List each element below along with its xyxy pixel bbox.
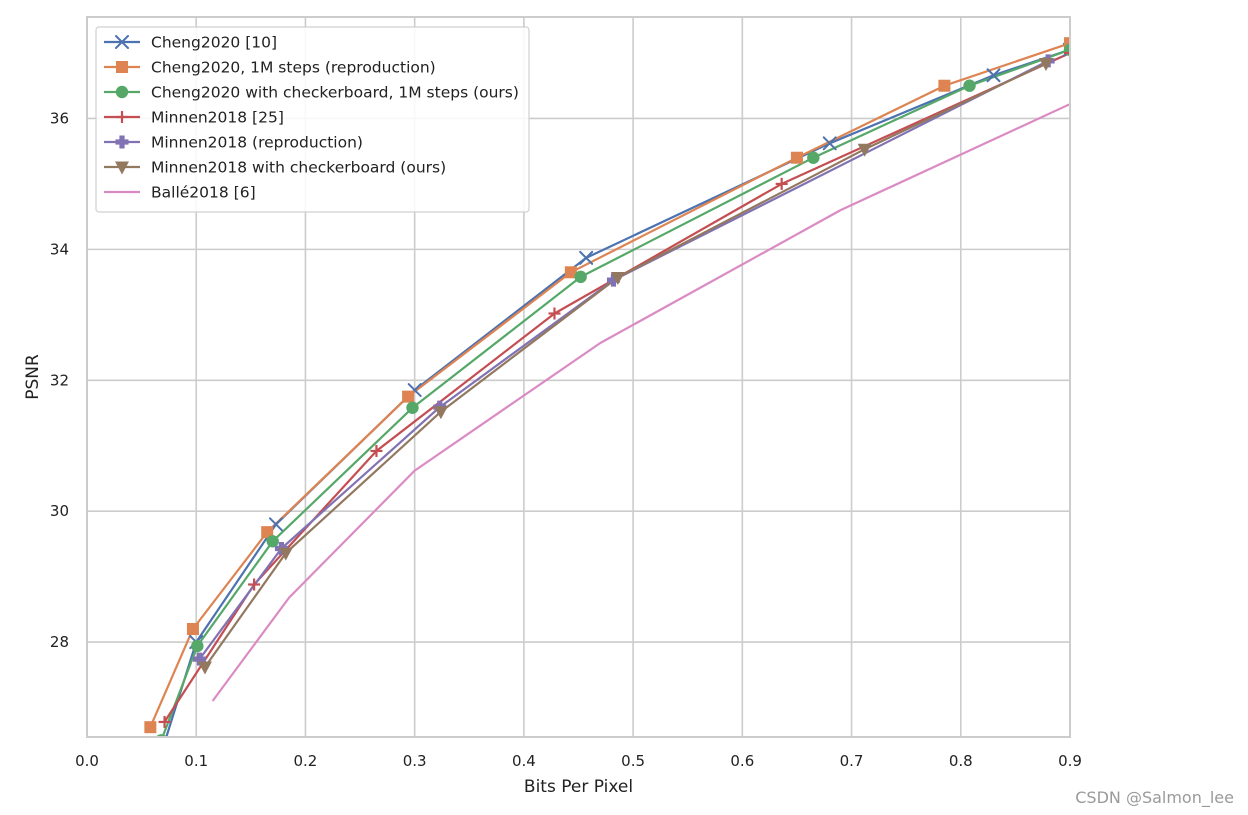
x-tick-label: 0.1 (184, 752, 208, 770)
data-point-cheng2020-1m-steps-reproduction (1064, 37, 1070, 50)
data-point-cheng2020-1m-steps-reproduction (261, 526, 274, 539)
data-point-cheng2020-10 (986, 68, 1001, 83)
y-tick-labels: 28 30 32 34 36 (50, 109, 69, 651)
y-tick-label: 28 (50, 633, 69, 651)
data-point-cheng2020-with-checkerboard-1m-steps-ours (574, 270, 587, 284)
data-point-cheng2020-1m-steps-reproduction (144, 721, 157, 734)
legend-label: Minnen2018 [25] (151, 109, 284, 127)
series-line-minnen2018-25 (163, 51, 1070, 723)
watermark: CSDN @Salmon_lee (1075, 788, 1234, 807)
plot-lines (149, 42, 1070, 737)
data-point-minnen2018-with-checkerboard-ours (857, 143, 872, 157)
data-point-minnen2018-with-checkerboard-ours (433, 406, 448, 420)
data-point-cheng2020-with-checkerboard-1m-steps-ours (156, 734, 167, 737)
legend-swatch-marker (115, 135, 129, 149)
data-point-minnen2018-reproduction (192, 652, 206, 666)
x-axis-title: Bits Per Pixel (524, 777, 633, 797)
legend-label: Cheng2020 with checkerboard, 1M steps (o… (151, 84, 519, 102)
data-point-cheng2020-10 (579, 250, 594, 265)
legend: Cheng2020 [10] Cheng2020, 1M steps (repro… (95, 26, 530, 213)
data-point-cheng2020-1m-steps-reproduction (564, 266, 577, 279)
data-point-cheng2020-10 (822, 136, 837, 151)
x-tick-label: 0.8 (949, 752, 973, 770)
legend-item-minnen2018-reproduction: Minnen2018 (reproduction) (104, 134, 363, 152)
legend-swatch-marker (115, 85, 129, 99)
series-line-ball-2018-6 (211, 103, 1070, 702)
data-point-minnen2018-25 (775, 177, 788, 190)
data-point-cheng2020-1m-steps-reproduction (938, 79, 951, 92)
legend-label: Ballé2018 [6] (151, 184, 256, 202)
y-tick-label: 32 (50, 371, 69, 389)
data-point-minnen2018-25 (548, 307, 561, 320)
data-point-minnen2018-reproduction (606, 273, 620, 287)
legend-item-ball-2018-6: Ballé2018 [6] (104, 184, 256, 202)
x-tick-label: 0.3 (403, 752, 427, 770)
markers (144, 37, 1070, 766)
legend-label: Cheng2020 [10] (151, 34, 277, 52)
x-tick-label: 0.4 (512, 752, 536, 770)
x-tick-label: 0.9 (1058, 752, 1082, 770)
data-point-cheng2020-with-checkerboard-1m-steps-ours (406, 401, 419, 414)
legend-label: Minnen2018 (reproduction) (151, 134, 363, 152)
legend-label: Minnen2018 with checkerboard (ours) (151, 159, 446, 177)
y-tick-label: 30 (50, 502, 69, 520)
y-tick-label: 36 (50, 109, 69, 127)
legend-item-cheng2020-1m-steps-reproduction: Cheng2020, 1M steps (reproduction) (104, 59, 436, 77)
x-tick-label: 0.5 (621, 752, 645, 770)
legend-label: Cheng2020, 1M steps (reproduction) (151, 59, 436, 77)
data-point-cheng2020-with-checkerboard-1m-steps-ours (963, 79, 976, 92)
legend-item-minnen2018-25: Minnen2018 [25] (104, 109, 284, 127)
data-point-cheng2020-10 (153, 754, 165, 766)
data-point-minnen2018-with-checkerboard-ours (278, 547, 293, 561)
data-point-minnen2018-25 (370, 444, 383, 457)
data-point-cheng2020-with-checkerboard-1m-steps-ours (266, 535, 279, 548)
series-line-cheng2020-1m-steps-reproduction (149, 42, 1070, 728)
grid (86, 17, 1071, 737)
legend-item-minnen2018-with-checkerboard-ours: Minnen2018 with checkerboard (ours) (104, 159, 446, 177)
legend-swatch-marker (115, 161, 129, 175)
x-tick-label: 0.6 (730, 752, 754, 770)
data-point-minnen2018-25 (1064, 47, 1070, 59)
data-point-minnen2018-25 (248, 578, 261, 591)
data-point-cheng2020-1m-steps-reproduction (790, 151, 803, 164)
data-point-cheng2020-1m-steps-reproduction (186, 623, 199, 635)
series-line-minnen2018-with-checkerboard-ours (204, 62, 1047, 668)
data-point-minnen2018-25 (158, 715, 171, 728)
legend-item-cheng2020-with-checkerboard-1m-steps-ours: Cheng2020 with checkerboard, 1M steps (o… (104, 84, 519, 102)
data-point-minnen2018-with-checkerboard-ours (1038, 57, 1053, 71)
series-line-cheng2020-with-checkerboard-1m-steps-ours (161, 48, 1070, 737)
legend-swatch-marker (116, 111, 128, 123)
x-tick-label: 0.7 (840, 752, 864, 770)
x-tick-label: 0.0 (75, 752, 99, 770)
legend-item-cheng2020-10: Cheng2020 [10] (104, 34, 277, 52)
y-axis-title: PSNR (23, 354, 43, 400)
plot-frame (86, 16, 1071, 738)
legend-swatch-marker (115, 35, 129, 49)
data-point-cheng2020-1m-steps-reproduction (402, 390, 415, 403)
data-point-minnen2018-with-checkerboard-ours (197, 661, 212, 675)
data-point-minnen2018-with-checkerboard-ours (610, 272, 625, 286)
x-tick-labels: 0.0 0.1 0.2 0.3 0.4 0.5 0.6 0.7 0.8 0.9 (75, 752, 1082, 770)
data-point-cheng2020-with-checkerboard-1m-steps-ours (807, 151, 820, 164)
legend-box (95, 26, 530, 213)
legend-swatch-marker (116, 61, 128, 73)
data-point-cheng2020-with-checkerboard-1m-steps-ours (191, 639, 204, 653)
x-tick-label: 0.2 (294, 752, 318, 770)
y-tick-label: 34 (50, 240, 69, 258)
